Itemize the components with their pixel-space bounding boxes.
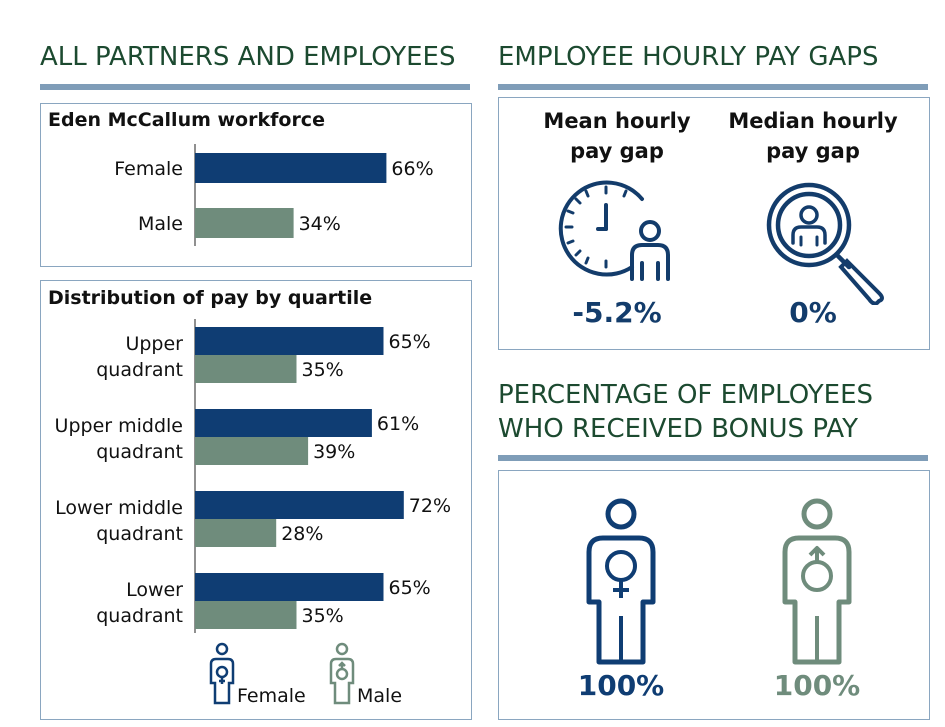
data-label: 65%: [389, 577, 431, 599]
bar-male: [195, 437, 309, 465]
bar-female: [195, 573, 384, 601]
category-label-line: quadrant: [96, 605, 183, 627]
category-label: Upper middle quadrant: [55, 415, 183, 463]
male-bonus-value: 100%: [773, 669, 861, 702]
mean-gap-title-line2: pay gap: [570, 139, 664, 163]
category-label-line: Lower: [126, 579, 183, 601]
category-label: Female: [114, 158, 183, 180]
heading-bonus-line1: PERCENTAGE OF EMPLOYEES: [498, 380, 874, 410]
workforce-title: Eden McCallum workforce: [48, 109, 325, 131]
bar-female: [195, 153, 387, 183]
mean-gap-value: -5.2%: [572, 296, 662, 329]
heading-rule: [498, 84, 928, 90]
quartile-title: Distribution of pay by quartile: [48, 287, 373, 309]
quartile-panel: Distribution of pay by quartile Upper qua…: [40, 280, 472, 720]
male-bonus-icon: [782, 498, 852, 665]
category-label-line: Lower middle: [55, 497, 183, 519]
median-gap-title: Median hourly pay gap: [713, 106, 913, 166]
male-person-icon: [329, 642, 355, 705]
category-label: Lower quadrant: [96, 579, 183, 627]
bonus-panel: 100% 100%: [498, 470, 930, 720]
bar-male: [195, 519, 277, 547]
clock-person-icon: [558, 180, 670, 281]
category-label-line: quadrant: [96, 359, 183, 381]
category-label: Upper quadrant: [96, 333, 183, 381]
bar-female: [195, 491, 404, 519]
bar-male: [195, 208, 294, 238]
pay-gap-panel: Mean hourly pay gap Median hourly pay ga…: [498, 97, 930, 350]
female-bonus-value: 100%: [577, 669, 665, 702]
data-label: 65%: [389, 331, 431, 353]
workforce-panel: Eden McCallum workforce Female 66% Male 34%: [40, 103, 472, 267]
legend-female-label: Female: [237, 685, 306, 707]
data-label: 35%: [302, 605, 344, 627]
heading-rule: [498, 455, 928, 461]
category-label: Male: [138, 213, 183, 235]
category-label-line: Upper: [125, 333, 183, 355]
female-bonus-icon: [586, 498, 656, 665]
quartile-chart: Upper quadrant 65% 35% Upper middle quadrant 6…: [55, 319, 451, 633]
category-label: Lower middle quadrant: [55, 497, 183, 545]
bar-male: [195, 355, 297, 383]
data-label: 39%: [313, 441, 355, 463]
heading-pay-gaps: EMPLOYEE HOURLY PAY GAPS: [498, 42, 879, 72]
bar-female: [195, 327, 384, 355]
legend-male-label: Male: [357, 685, 403, 707]
workforce-chart: Female 66% Male 34%: [114, 144, 434, 246]
median-gap-title-line2: pay gap: [766, 139, 860, 163]
heading-rule: [40, 84, 470, 90]
data-label: 34%: [299, 213, 341, 235]
bar-female: [195, 409, 372, 437]
category-label-line: quadrant: [96, 441, 183, 463]
data-label: 61%: [377, 413, 419, 435]
category-label-line: Upper middle: [55, 415, 183, 437]
mean-gap-title-line1: Mean hourly: [543, 109, 691, 133]
bar-male: [195, 601, 297, 629]
female-person-icon: [209, 642, 235, 705]
median-gap-title-line1: Median hourly: [728, 109, 898, 133]
mean-gap-title: Mean hourly pay gap: [517, 106, 717, 166]
magnifier-person-icon: [766, 182, 884, 305]
heading-all-partners: ALL PARTNERS AND EMPLOYEES: [40, 42, 456, 72]
median-gap-value: 0%: [789, 296, 837, 329]
heading-bonus-line2: WHO RECEIVED BONUS PAY: [498, 414, 858, 444]
data-label: 72%: [409, 495, 451, 517]
category-label-line: quadrant: [96, 523, 183, 545]
data-label: 35%: [302, 359, 344, 381]
data-label: 28%: [281, 523, 323, 545]
heading-bonus-pay: PERCENTAGE OF EMPLOYEES WHO RECEIVED BON…: [498, 378, 873, 446]
data-label: 66%: [391, 158, 433, 180]
